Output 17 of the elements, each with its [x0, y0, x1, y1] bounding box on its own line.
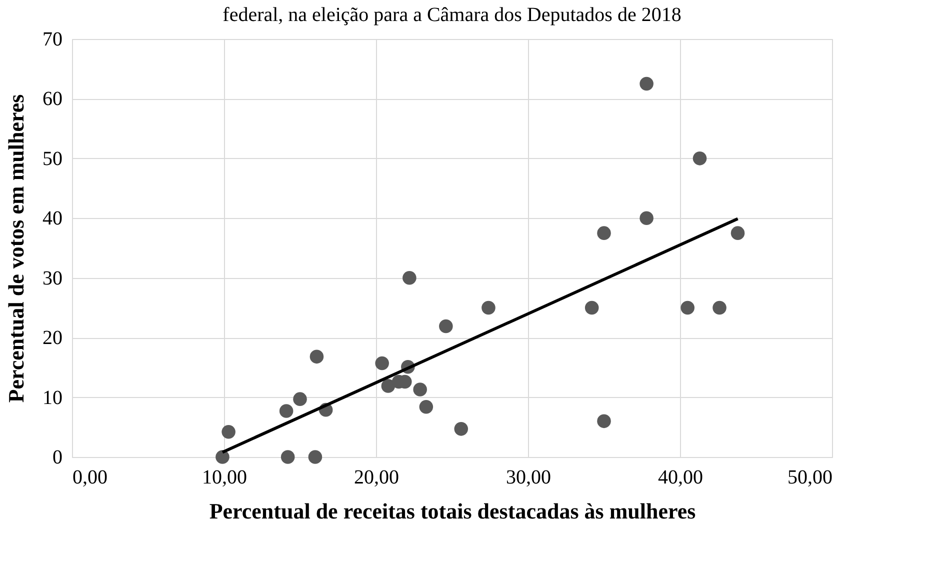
- chart-title: federal, na eleição para a Câmara dos Deputados de 2018: [222, 4, 682, 26]
- y-axis-title: Percentual de votos em mulheres: [4, 94, 28, 403]
- y-tick-label: 70: [42, 28, 62, 50]
- y-tick-label: 20: [42, 327, 62, 350]
- x-axis-title: Percentual de receitas totais destacadas às mulheres: [209, 498, 696, 524]
- x-tick-label: 0,00: [72, 466, 108, 488]
- x-tick-label: 10,00: [202, 466, 247, 488]
- x-tick-label: 30,00: [506, 466, 551, 488]
- y-tick-label: 60: [42, 88, 62, 110]
- x-tick-label: 20,00: [354, 466, 399, 488]
- y-tick-label: 0: [52, 446, 62, 468]
- y-tick-label: 40: [42, 208, 62, 230]
- x-tick-label: 40,00: [658, 466, 703, 488]
- x-tick-label: 50,00: [788, 466, 832, 488]
- y-tick-label: 10: [42, 386, 62, 409]
- y-tick-label: 50: [42, 148, 62, 170]
- y-tick-label: 30: [42, 267, 62, 290]
